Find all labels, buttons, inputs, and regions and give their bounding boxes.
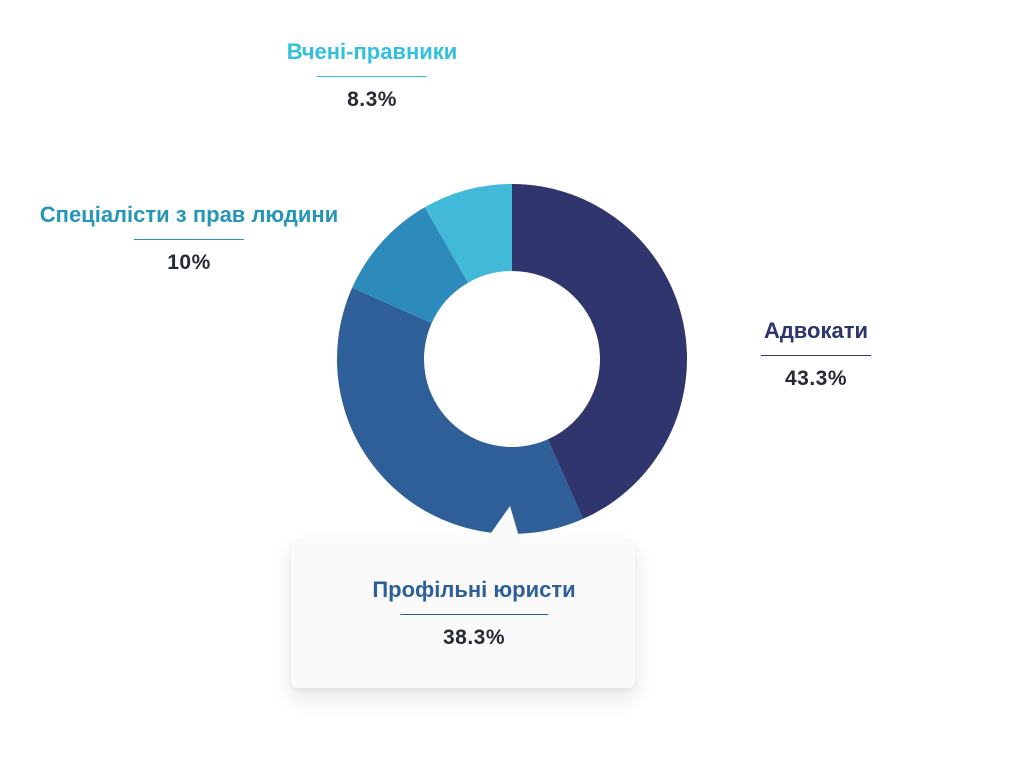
slice-label-value: 8.3%	[347, 88, 397, 111]
slice-label-divider	[399, 614, 548, 615]
slice-label-advokaty: Адвокати 43.3%	[761, 317, 871, 392]
slice-label-divider	[761, 355, 871, 356]
slice-label-vcheni-pravnyky: Вчені-правники 8.3%	[287, 38, 458, 113]
slice-label-value: 43.3%	[784, 367, 848, 390]
slice-label-name: Вчені-правники	[286, 39, 458, 64]
slice-label-name: Спеціалісти з прав людини	[39, 202, 339, 227]
slice-label-value: 10%	[167, 251, 211, 274]
slice-label-divider	[317, 76, 427, 77]
slice-label-value: 38.3%	[442, 626, 506, 649]
slice-label-spetsialisty: Спеціалісти з прав людини 10%	[40, 201, 338, 276]
donut-slice-0[interactable]	[512, 184, 687, 519]
donut-slice-2[interactable]	[352, 207, 469, 324]
slice-label-name: Адвокати	[763, 318, 869, 343]
donut-slice-3[interactable]	[424, 184, 512, 283]
donut-slice-1[interactable]	[337, 287, 584, 534]
slice-label-divider	[133, 239, 244, 240]
slice-label-profilni-yurysty: Профільні юристи 38.3%	[372, 576, 575, 651]
slice-label-name: Профільні юристи	[372, 577, 576, 602]
